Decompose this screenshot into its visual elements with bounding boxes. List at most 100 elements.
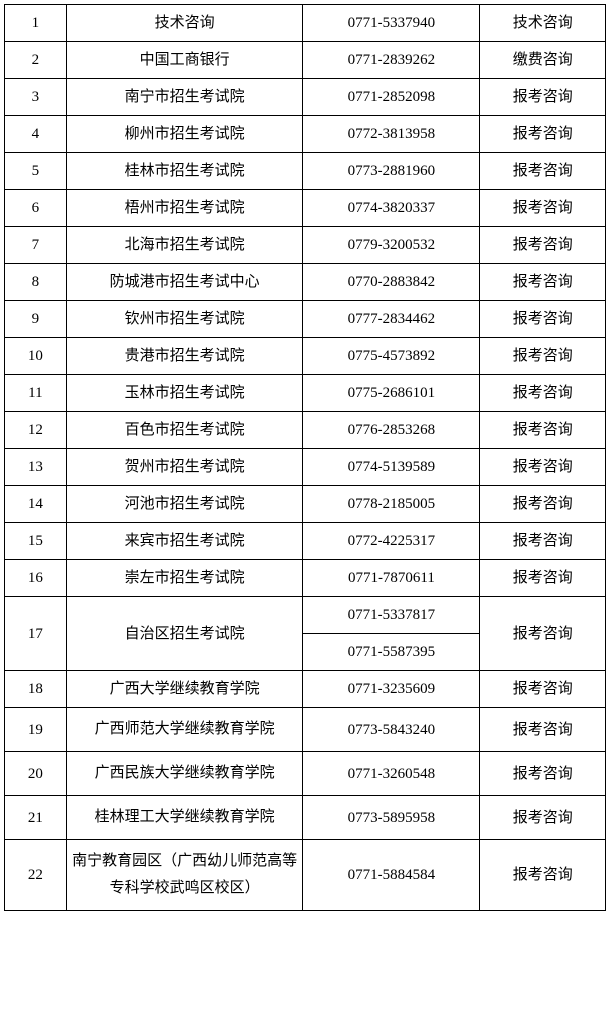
row-number: 3	[5, 79, 67, 116]
table-row: 3南宁市招生考试院0771-2852098报考咨询	[5, 79, 606, 116]
consult-type: 报考咨询	[480, 412, 606, 449]
organization-name: 百色市招生考试院	[66, 412, 303, 449]
organization-name: 来宾市招生考试院	[66, 523, 303, 560]
consult-type: 报考咨询	[480, 523, 606, 560]
consult-type: 报考咨询	[480, 153, 606, 190]
phone-number: 0771-5587395	[303, 634, 480, 671]
table-row: 13贺州市招生考试院0774-5139589报考咨询	[5, 449, 606, 486]
table-row: 9钦州市招生考试院0777-2834462报考咨询	[5, 301, 606, 338]
organization-name: 桂林理工大学继续教育学院	[66, 796, 303, 840]
consult-type: 报考咨询	[480, 264, 606, 301]
phone-number: 0778-2185005	[303, 486, 480, 523]
row-number: 11	[5, 375, 67, 412]
table-row: 10贵港市招生考试院0775-4573892报考咨询	[5, 338, 606, 375]
table-row: 6梧州市招生考试院0774-3820337报考咨询	[5, 190, 606, 227]
table-row: 21桂林理工大学继续教育学院0773-5895958报考咨询	[5, 796, 606, 840]
row-number: 6	[5, 190, 67, 227]
organization-name: 中国工商银行	[66, 42, 303, 79]
row-number: 12	[5, 412, 67, 449]
row-number: 22	[5, 840, 67, 911]
organization-name: 南宁教育园区（广西幼儿师范高等专科学校武鸣区校区）	[66, 840, 303, 911]
consult-type: 报考咨询	[480, 449, 606, 486]
table-row: 11玉林市招生考试院0775-2686101报考咨询	[5, 375, 606, 412]
phone-number: 0775-4573892	[303, 338, 480, 375]
row-number: 5	[5, 153, 67, 190]
organization-name: 广西民族大学继续教育学院	[66, 752, 303, 796]
phone-number: 0775-2686101	[303, 375, 480, 412]
table-row: 16崇左市招生考试院0771-7870611报考咨询	[5, 560, 606, 597]
row-number: 13	[5, 449, 67, 486]
phone-number: 0773-5843240	[303, 708, 480, 752]
table-row: 14河池市招生考试院0778-2185005报考咨询	[5, 486, 606, 523]
row-number: 20	[5, 752, 67, 796]
row-number: 4	[5, 116, 67, 153]
phone-number: 0771-2839262	[303, 42, 480, 79]
consult-type: 报考咨询	[480, 375, 606, 412]
row-number: 10	[5, 338, 67, 375]
organization-name: 广西师范大学继续教育学院	[66, 708, 303, 752]
organization-name: 玉林市招生考试院	[66, 375, 303, 412]
phone-number: 0779-3200532	[303, 227, 480, 264]
organization-name: 钦州市招生考试院	[66, 301, 303, 338]
contact-table: 1技术咨询0771-5337940技术咨询2中国工商银行0771-2839262…	[4, 4, 606, 911]
phone-number: 0773-2881960	[303, 153, 480, 190]
consult-type: 缴费咨询	[480, 42, 606, 79]
row-number: 8	[5, 264, 67, 301]
organization-name: 防城港市招生考试中心	[66, 264, 303, 301]
organization-name: 贺州市招生考试院	[66, 449, 303, 486]
consult-type: 报考咨询	[480, 796, 606, 840]
phone-number: 0771-3235609	[303, 671, 480, 708]
organization-name: 广西大学继续教育学院	[66, 671, 303, 708]
consult-type: 报考咨询	[480, 301, 606, 338]
table-row: 15来宾市招生考试院0772-4225317报考咨询	[5, 523, 606, 560]
consult-type: 报考咨询	[480, 671, 606, 708]
consult-type: 技术咨询	[480, 5, 606, 42]
phone-number: 0774-5139589	[303, 449, 480, 486]
organization-name: 河池市招生考试院	[66, 486, 303, 523]
phone-number: 0777-2834462	[303, 301, 480, 338]
phone-number: 0770-2883842	[303, 264, 480, 301]
row-number: 21	[5, 796, 67, 840]
phone-number: 0772-3813958	[303, 116, 480, 153]
consult-type: 报考咨询	[480, 597, 606, 671]
organization-name: 贵港市招生考试院	[66, 338, 303, 375]
consult-type: 报考咨询	[480, 190, 606, 227]
organization-name: 自治区招生考试院	[66, 597, 303, 671]
organization-name: 技术咨询	[66, 5, 303, 42]
table-row: 7北海市招生考试院0779-3200532报考咨询	[5, 227, 606, 264]
row-number: 9	[5, 301, 67, 338]
table-row: 1技术咨询0771-5337940技术咨询	[5, 5, 606, 42]
consult-type: 报考咨询	[480, 560, 606, 597]
row-number: 15	[5, 523, 67, 560]
organization-name: 南宁市招生考试院	[66, 79, 303, 116]
table-row: 12百色市招生考试院0776-2853268报考咨询	[5, 412, 606, 449]
organization-name: 崇左市招生考试院	[66, 560, 303, 597]
phone-number: 0771-5337940	[303, 5, 480, 42]
phone-number: 0771-5337817	[303, 597, 480, 634]
table-row: 8防城港市招生考试中心0770-2883842报考咨询	[5, 264, 606, 301]
organization-name: 梧州市招生考试院	[66, 190, 303, 227]
phone-number: 0771-2852098	[303, 79, 480, 116]
organization-name: 柳州市招生考试院	[66, 116, 303, 153]
consult-type: 报考咨询	[480, 116, 606, 153]
consult-type: 报考咨询	[480, 840, 606, 911]
row-number: 1	[5, 5, 67, 42]
consult-type: 报考咨询	[480, 486, 606, 523]
table-row: 18广西大学继续教育学院0771-3235609报考咨询	[5, 671, 606, 708]
table-row: 2中国工商银行0771-2839262缴费咨询	[5, 42, 606, 79]
row-number: 2	[5, 42, 67, 79]
table-row: 19广西师范大学继续教育学院0773-5843240报考咨询	[5, 708, 606, 752]
phone-number: 0774-3820337	[303, 190, 480, 227]
phone-number: 0771-7870611	[303, 560, 480, 597]
consult-type: 报考咨询	[480, 752, 606, 796]
row-number: 14	[5, 486, 67, 523]
table-row: 5桂林市招生考试院0773-2881960报考咨询	[5, 153, 606, 190]
phone-number: 0771-3260548	[303, 752, 480, 796]
organization-name: 桂林市招生考试院	[66, 153, 303, 190]
row-number: 19	[5, 708, 67, 752]
row-number: 18	[5, 671, 67, 708]
table-row: 4柳州市招生考试院0772-3813958报考咨询	[5, 116, 606, 153]
phone-number: 0772-4225317	[303, 523, 480, 560]
phone-number: 0776-2853268	[303, 412, 480, 449]
consult-type: 报考咨询	[480, 708, 606, 752]
